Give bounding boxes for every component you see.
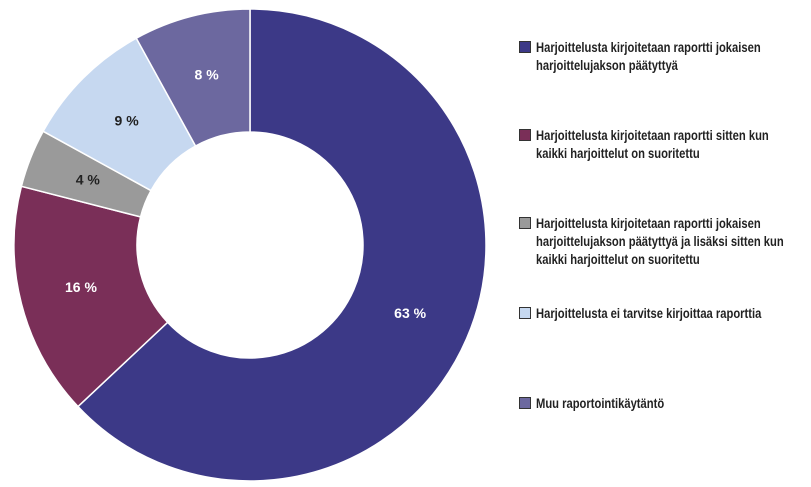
slice-label: 63 % <box>394 305 426 321</box>
legend-swatch <box>519 41 531 53</box>
slice-label: 16 % <box>65 279 97 295</box>
legend-label: Harjoittelusta kirjoitetaan raportti sit… <box>536 127 769 161</box>
slice-label: 8 % <box>195 67 220 83</box>
legend-swatch <box>519 397 531 409</box>
donut-slice <box>13 185 169 408</box>
legend-label: Harjoittelusta ei tarvitse kirjoittaa ra… <box>536 305 762 321</box>
legend-label: Muu raportointikäytäntö <box>536 395 665 411</box>
legend-swatch <box>519 217 531 229</box>
slice-label: 9 % <box>115 112 140 128</box>
slice-label: 4 % <box>76 171 101 187</box>
legend-label: Harjoittelusta kirjoitetaan raportti jok… <box>536 39 761 73</box>
legend-swatch <box>519 129 531 141</box>
donut-slice <box>76 8 487 482</box>
legend-swatch <box>519 307 531 319</box>
donut-slice <box>135 8 251 147</box>
legend-label: Harjoittelusta kirjoitetaan raportti jok… <box>536 215 784 267</box>
